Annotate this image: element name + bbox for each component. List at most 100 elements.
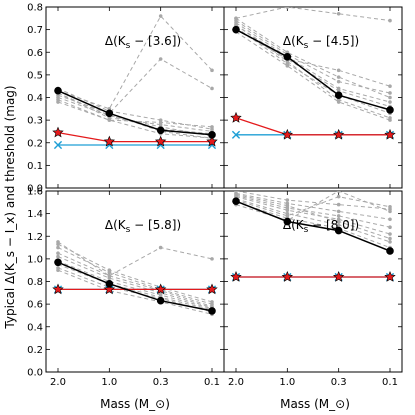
series-point-threshold-red [206,283,218,295]
series-point-typical [54,258,62,267]
series-point-threshold-red [52,126,64,138]
grey-series-line [235,29,391,87]
grey-series-point [285,64,290,68]
grey-series-point [56,268,60,272]
series-point-typical [232,25,240,34]
grey-series-point [336,191,341,193]
x-tick-label: 1.0 [279,377,295,388]
grey-series-point [210,125,214,129]
grey-series-point [285,198,290,202]
series-point-threshold-blue [53,140,63,150]
grey-series-point [210,86,214,91]
series-point-typical [283,52,292,61]
grey-series-point [336,209,341,214]
y-tick-label: 0.4 [27,322,43,333]
y-axis-label: Typical Δ(K_s − I_x) and threshold (mag) [3,85,17,329]
panel-3: 0.0 0.2 0.4 0.6 0.8 1.0 1.2 1.4 1.6 2.0 1.0 0.3 0.1 Δ… [27,187,225,388]
grey-series-point [336,219,341,224]
grey-series-line [57,90,213,139]
grey-series-line [235,196,391,217]
y-tick-label: 0.6 [27,300,43,311]
series-point-typical [386,106,394,114]
series-point-threshold-red [281,270,294,282]
x-tick-label: 2.0 [50,377,66,388]
grey-series-point [285,7,290,9]
series-point-typical [334,91,343,100]
series-point-threshold-red [230,271,242,282]
grey-series-point [56,245,60,250]
grey-series-point [336,214,341,218]
grey-series-point [107,274,112,278]
series-line-threshold-red [235,117,390,136]
grey-series-line [57,243,213,303]
series-point-threshold-red [332,128,345,140]
grey-series-point [107,270,112,275]
grey-series-line [57,260,213,310]
series-point-typical [156,126,165,135]
grey-series-point [388,240,392,244]
y-tick-label: 0.0 [27,368,43,379]
grey-series-point [336,202,341,207]
grey-series-point [285,203,290,208]
grey-series-point [388,217,392,222]
grey-series-point [336,223,341,227]
grey-series-line [235,192,391,220]
y-tick-label: 0.1 [27,161,43,172]
series-line-typical [235,28,391,111]
grey-series-point [56,97,60,102]
grey-series-point [56,254,60,259]
x-tick-label: 0.3 [153,377,169,388]
x-tick-label: 0.1 [204,377,220,388]
series-point-typical [105,279,114,288]
y-tick-label: 1.0 [27,254,43,265]
grey-series-line [57,88,213,130]
y-tick-label: 0.8 [27,3,43,14]
grey-series-point [336,100,341,104]
grey-series-point [336,75,341,79]
grey-series-point [388,18,392,23]
series-point-threshold-red [384,128,396,140]
grey-series-point [158,120,163,125]
series-point-threshold-red [154,135,167,147]
grey-series-line [57,264,213,311]
grey-series-line [235,195,391,228]
grey-series-point [285,208,290,213]
series-point-threshold-red [103,283,116,295]
grey-series-line [57,252,213,307]
grey-series-point [388,209,392,214]
grey-series-point [388,118,392,122]
grey-series-point [336,194,341,199]
grey-series-point [388,205,392,209]
grey-series-line [235,191,391,221]
grey-series-line [235,196,391,235]
series-point-typical [334,226,343,235]
x-axis-label-right: Mass (M_⊙) [280,397,350,411]
y-tick-label: 1.2 [27,232,43,243]
x-tick-label: 1.0 [101,377,117,388]
series-line-threshold-red [57,131,212,143]
y-tick-label: 1.4 [27,209,43,220]
x-tick-label: 0.3 [331,377,347,388]
grey-series-line [235,7,391,22]
series-point-threshold-red [384,271,396,282]
panel-1: 0.0 0.1 0.2 0.3 0.4 0.5 0.6 0.7 0.8 Δ(Ks − [3.6]) [27,3,225,195]
grey-series-point [234,192,238,197]
series-point-typical [54,86,62,95]
series-point-typical [232,197,240,205]
grey-series-line [235,24,391,108]
series-point-threshold-red [154,283,167,295]
series-point-threshold-red [230,111,242,123]
grey-series-point [210,68,214,73]
panels: 0.0 0.1 0.2 0.3 0.4 0.5 0.6 0.7 0.8 Δ(Ks − [3.6])… [27,3,403,388]
grey-series-line [235,17,391,98]
y-tick-label: 0.6 [27,48,43,59]
grey-series-point [234,16,238,21]
grey-series-line [57,15,213,110]
series-point-threshold-red [332,270,345,282]
series-point-threshold-red [103,135,116,147]
grey-series-point [336,11,341,16]
grey-series-point [388,225,392,229]
grey-series-line [235,193,391,239]
grey-series-line [57,58,213,114]
